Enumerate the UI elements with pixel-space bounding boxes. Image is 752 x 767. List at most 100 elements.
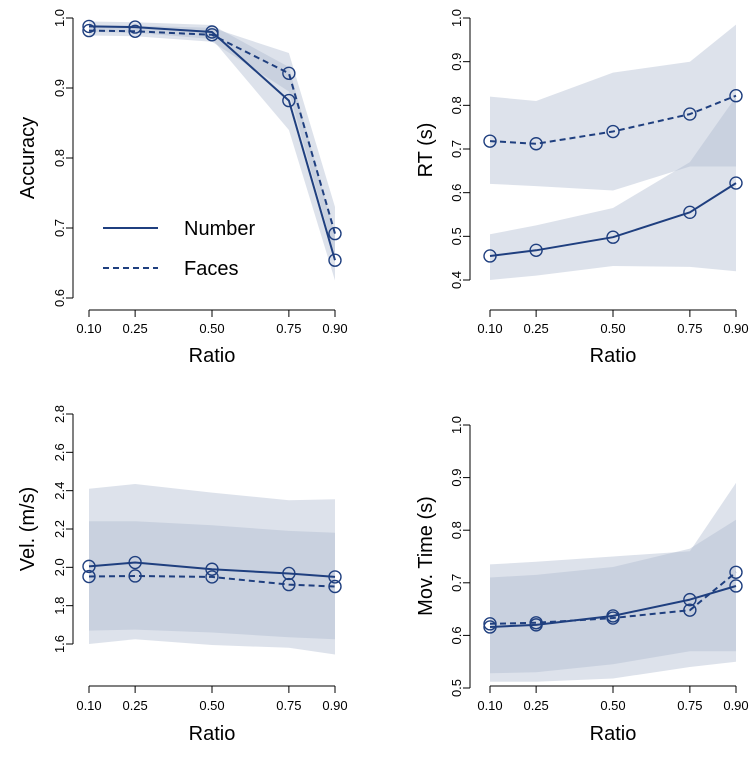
- series-line-number: [489, 585, 737, 628]
- data-point-number: [729, 579, 743, 593]
- x-tick-label: 0.25: [122, 698, 147, 713]
- data-point-number: [683, 592, 697, 607]
- y-tick-label: 0.8: [449, 96, 464, 114]
- data-point-number: [282, 93, 296, 108]
- data-point-faces: [328, 579, 342, 594]
- x-tick-label: 0.25: [523, 698, 548, 713]
- data-point-number: [729, 176, 743, 190]
- legend-label-faces: Faces: [184, 258, 238, 280]
- x-axis-title: Ratio: [590, 723, 637, 745]
- panel-rt: 0.10 0.25 0.50 0.75 0.90 Ratio 0.4 0.5 0.6 0.7 0.8…: [415, 9, 749, 367]
- band-faces: [490, 519, 736, 674]
- x-axis-title: Ratio: [189, 723, 236, 745]
- band-faces: [490, 24, 736, 191]
- data-point-faces: [483, 617, 497, 631]
- data-point-faces: [282, 66, 296, 81]
- data-point-faces: [205, 28, 219, 42]
- series-line-faces: [88, 575, 336, 588]
- y-tick-label: 2.8: [52, 405, 67, 423]
- band-number: [89, 21, 335, 281]
- data-point-faces: [82, 23, 96, 38]
- y-tick-label: 1.8: [52, 597, 67, 615]
- y-tick-label: 0.4: [449, 271, 464, 289]
- y-tick-label: 1.0: [52, 9, 67, 27]
- data-point-number: [483, 620, 497, 634]
- data-point-faces: [282, 577, 296, 592]
- x-tick-label: 0.50: [600, 321, 625, 336]
- data-point-faces: [128, 24, 142, 38]
- y-tick-label: 0.5: [449, 679, 464, 697]
- x-tick-label: 0.50: [199, 698, 224, 713]
- y-tick-label: 0.6: [449, 626, 464, 644]
- y-tick-label: 2.2: [52, 520, 67, 538]
- y-tick-label: 2.4: [52, 482, 67, 500]
- x-tick-label: 0.90: [723, 698, 748, 713]
- x-tick-label: 0.90: [723, 321, 748, 336]
- data-point-number: [128, 20, 142, 34]
- x-tick-label: 0.75: [677, 698, 702, 713]
- y-tick-label: 0.5: [449, 227, 464, 245]
- data-point-number: [282, 566, 296, 581]
- legend: Number Faces: [103, 218, 255, 280]
- x-tick-label: 0.25: [523, 321, 548, 336]
- y-tick-label: 1.0: [449, 9, 464, 27]
- data-point-number: [205, 562, 219, 576]
- x-tick-label: 0.10: [477, 321, 502, 336]
- data-point-number: [328, 570, 342, 584]
- data-point-number: [683, 205, 697, 220]
- x-tick-label: 0.90: [322, 321, 347, 336]
- series-line-faces: [489, 94, 737, 145]
- y-axis-title: Mov. Time (s): [415, 496, 437, 616]
- y-tick-label: 0.7: [52, 219, 67, 237]
- data-point-faces: [683, 107, 697, 121]
- data-point-faces: [606, 124, 620, 139]
- data-point-number: [82, 559, 96, 574]
- series-line-number: [88, 561, 336, 578]
- y-tick-label: 0.9: [52, 79, 67, 97]
- data-point-number: [529, 243, 543, 258]
- data-point-number: [483, 249, 497, 263]
- y-tick-label: 0.9: [449, 469, 464, 487]
- x-axis-title: Ratio: [590, 345, 637, 367]
- y-tick-label: 1.6: [52, 635, 67, 653]
- x-tick-label: 0.75: [276, 698, 301, 713]
- y-tick-label: 2.6: [52, 443, 67, 461]
- y-axis-title: RT (s): [415, 123, 437, 178]
- x-tick-label: 0.75: [677, 321, 702, 336]
- data-point-number: [82, 19, 96, 34]
- data-point-number: [328, 253, 342, 267]
- panel-movement-time: 0.10 0.25 0.50 0.75 0.90 Ratio 0.5 0.6 0.7 0.8 0.9…: [415, 416, 749, 745]
- x-tick-label: 0.10: [477, 698, 502, 713]
- panel-velocity: 0.10 0.25 0.50 0.75 0.90 Ratio 1.6 1.8 2.0 2.2 2.4…: [17, 405, 348, 745]
- y-axis-title: Vel. (m/s): [17, 487, 39, 571]
- y-tick-label: 0.7: [449, 574, 464, 592]
- data-point-faces: [729, 565, 743, 579]
- data-point-number: [606, 230, 620, 244]
- panel-accuracy: 0.10 0.25 0.50 0.75 0.90 Ratio 0.6 0.7 0.8 0.9 1.0…: [17, 9, 348, 367]
- y-tick-label: 0.8: [52, 149, 67, 167]
- series-line-faces: [88, 29, 336, 234]
- x-tick-label: 0.10: [76, 698, 101, 713]
- data-point-faces: [529, 137, 543, 151]
- x-tick-label: 0.75: [276, 321, 301, 336]
- y-tick-label: 0.6: [449, 184, 464, 202]
- data-point-faces: [328, 226, 342, 241]
- data-point-faces: [82, 569, 96, 584]
- x-tick-label: 0.90: [322, 698, 347, 713]
- x-tick-label: 0.25: [122, 321, 147, 336]
- y-axis-title: Accuracy: [17, 117, 39, 199]
- y-tick-label: 1.0: [449, 416, 464, 434]
- legend-label-number: Number: [184, 218, 255, 240]
- y-tick-label: 0.8: [449, 521, 464, 539]
- data-point-faces: [606, 611, 620, 625]
- data-point-faces: [529, 616, 543, 630]
- y-tick-label: 2.0: [52, 558, 67, 576]
- band-number: [490, 482, 736, 682]
- data-point-faces: [205, 570, 219, 584]
- data-point-number: [128, 555, 142, 570]
- y-tick-label: 0.9: [449, 53, 464, 71]
- data-point-faces: [483, 134, 497, 148]
- x-tick-label: 0.50: [600, 698, 625, 713]
- series-line-number: [489, 182, 737, 257]
